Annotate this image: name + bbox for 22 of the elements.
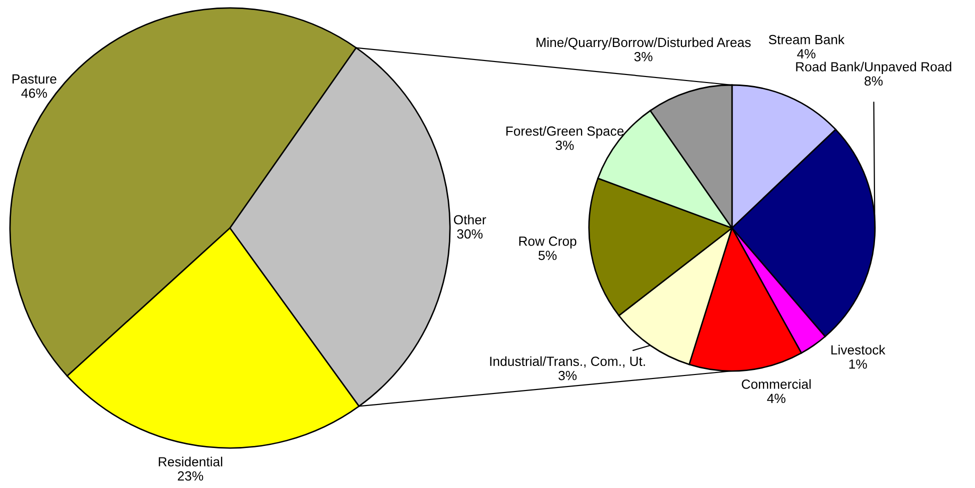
data-label: 3% (556, 140, 574, 150)
slice-label: Forest/Green Space (506, 126, 624, 138)
data-label: 4% (797, 49, 816, 58)
data-label: 1% (849, 359, 867, 369)
slice-label: Other (454, 214, 486, 224)
slice-label: Commercial (742, 379, 811, 389)
slice-label: Row Crop (519, 236, 576, 248)
data-label: 3% (634, 52, 652, 62)
data-label: 5% (538, 250, 557, 260)
slice-label: Livestock (831, 344, 886, 355)
data-label: 23% (178, 471, 204, 481)
slice-label: Road Bank/Unpaved Road (796, 62, 952, 74)
slice-label: Industrial/Trans., Com., Ut. (490, 356, 645, 368)
data-label: 46% (21, 88, 47, 98)
data-label: 30% (457, 229, 483, 239)
data-label: 3% (558, 370, 577, 380)
slice-label: Stream Bank (768, 34, 845, 44)
slice-label: Pasture (12, 74, 56, 84)
data-label: 4% (767, 394, 786, 404)
slice-label: Mine/Quarry/Borrow/Disturbed Areas (536, 37, 751, 50)
data-label: 8% (864, 76, 883, 86)
slice-label: Residential (158, 456, 222, 466)
